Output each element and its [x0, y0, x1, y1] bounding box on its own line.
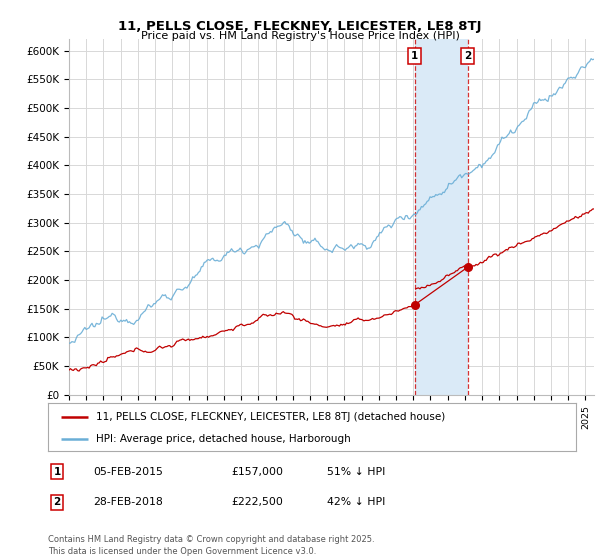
- Bar: [415, 39, 467, 395]
- Text: 1: 1: [411, 52, 418, 62]
- Text: 28-FEB-2018: 28-FEB-2018: [93, 497, 163, 507]
- Text: £157,000: £157,000: [231, 466, 283, 477]
- Text: 51% ↓ HPI: 51% ↓ HPI: [327, 466, 385, 477]
- Text: Contains HM Land Registry data © Crown copyright and database right 2025.
This d: Contains HM Land Registry data © Crown c…: [48, 535, 374, 556]
- Text: 1: 1: [53, 466, 61, 477]
- Text: 11, PELLS CLOSE, FLECKNEY, LEICESTER, LE8 8TJ: 11, PELLS CLOSE, FLECKNEY, LEICESTER, LE…: [118, 20, 482, 32]
- Text: HPI: Average price, detached house, Harborough: HPI: Average price, detached house, Harb…: [95, 434, 350, 444]
- Text: 2: 2: [464, 52, 471, 62]
- Text: £222,500: £222,500: [231, 497, 283, 507]
- Text: Price paid vs. HM Land Registry's House Price Index (HPI): Price paid vs. HM Land Registry's House …: [140, 31, 460, 41]
- Text: 11, PELLS CLOSE, FLECKNEY, LEICESTER, LE8 8TJ (detached house): 11, PELLS CLOSE, FLECKNEY, LEICESTER, LE…: [95, 412, 445, 422]
- Text: 42% ↓ HPI: 42% ↓ HPI: [327, 497, 385, 507]
- Text: 2: 2: [53, 497, 61, 507]
- Text: 05-FEB-2015: 05-FEB-2015: [93, 466, 163, 477]
